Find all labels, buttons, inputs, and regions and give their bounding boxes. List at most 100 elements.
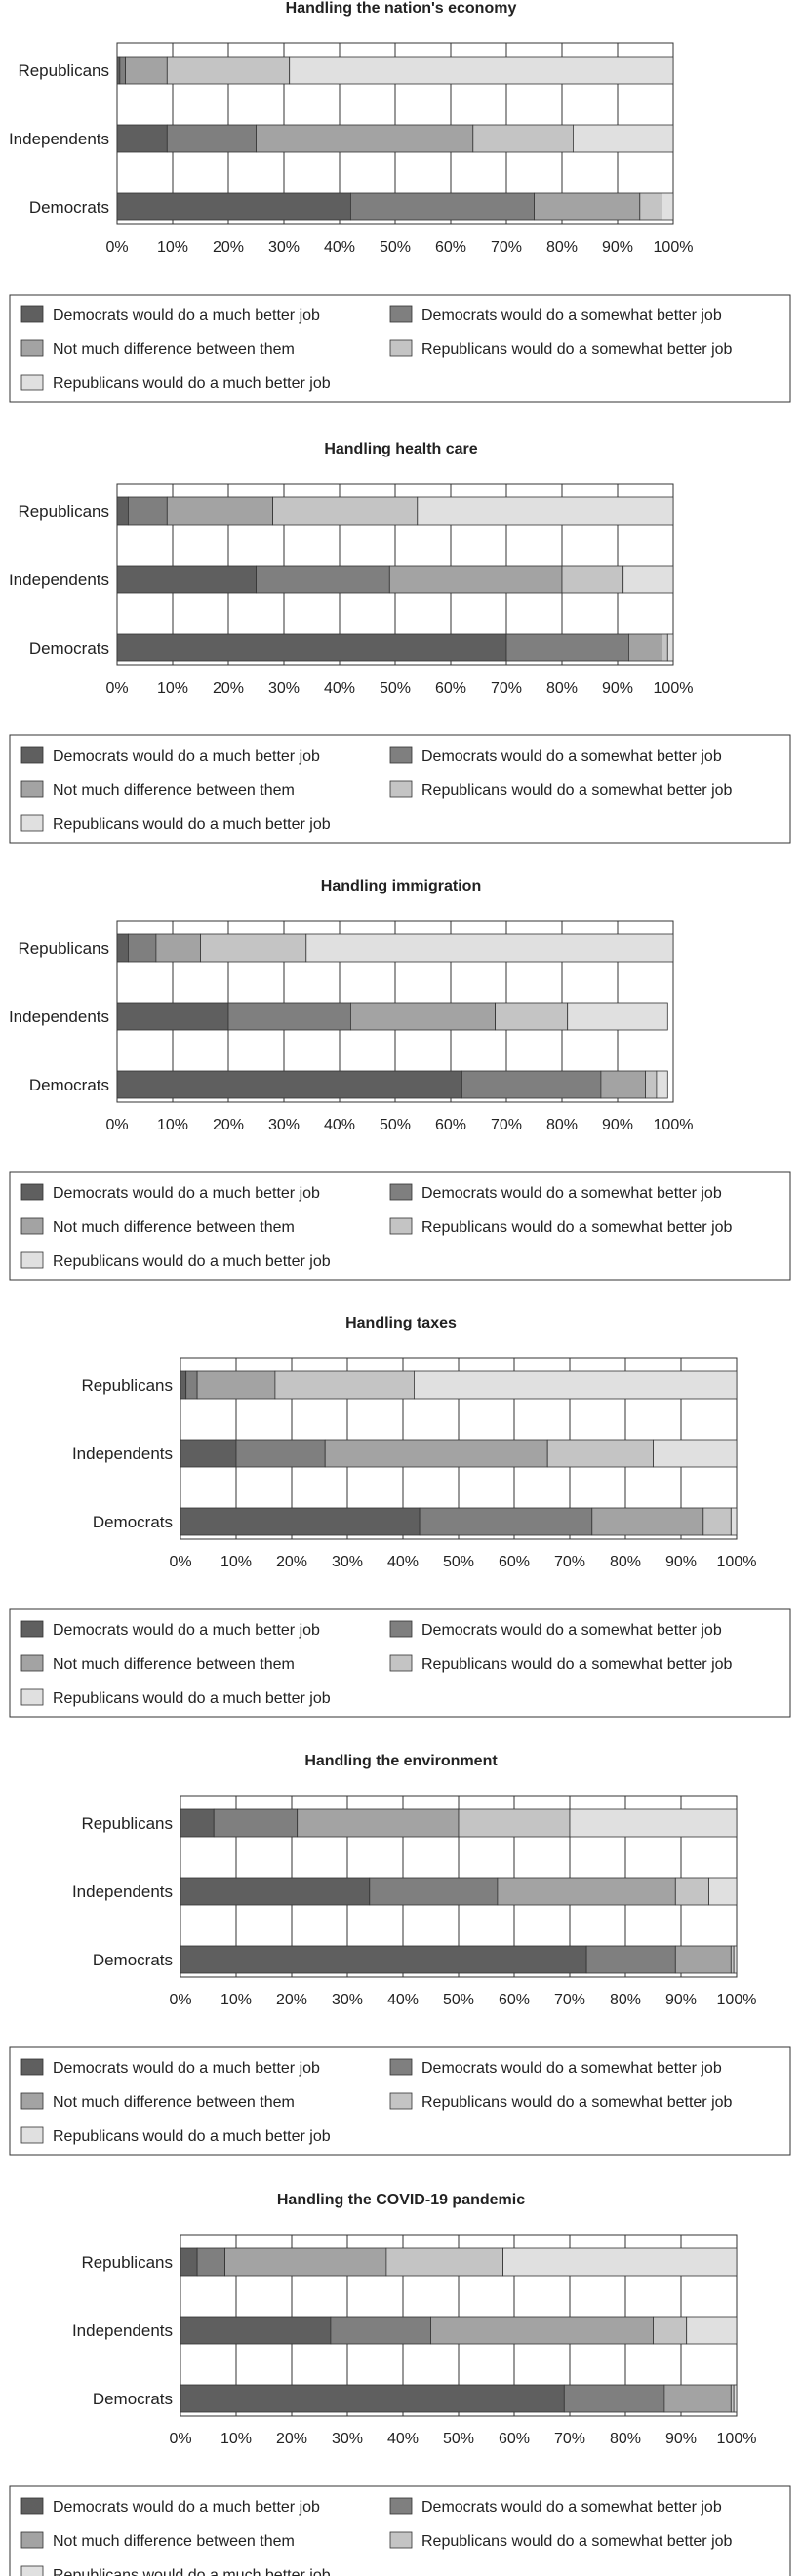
- bar-segment: [116, 933, 129, 963]
- bar-segment: [196, 1370, 276, 1400]
- bar-segment: [305, 933, 674, 963]
- bar-segment: [213, 1808, 299, 1838]
- bar-segment: [119, 56, 126, 85]
- category-label: Republicans: [18, 939, 109, 958]
- bar-segment: [166, 56, 291, 85]
- x-tick-label: 90%: [602, 680, 633, 696]
- bar-segment: [497, 1877, 676, 1906]
- x-tick-label: 40%: [387, 1554, 419, 1570]
- x-tick-label: 80%: [546, 239, 578, 256]
- x-tick-label: 90%: [665, 1554, 697, 1570]
- bar-segment: [324, 1439, 548, 1468]
- x-tick-label: 90%: [602, 1117, 633, 1133]
- legend-swatch: [389, 780, 413, 798]
- bar-segment: [645, 1070, 658, 1099]
- x-tick-label: 30%: [332, 1992, 363, 2008]
- chart-title: Handling the nation's economy: [286, 0, 517, 17]
- legend-label: Republicans would do a much better job: [53, 816, 331, 833]
- bar-segment: [600, 1070, 646, 1099]
- category-label: Republicans: [81, 1376, 173, 1395]
- x-tick-label: 100%: [654, 1117, 694, 1133]
- bar-segment: [702, 1507, 732, 1536]
- bar-segment: [419, 1507, 593, 1536]
- bar-segment: [297, 1808, 460, 1838]
- bar-segment: [116, 633, 507, 662]
- x-tick-label: 0%: [169, 2431, 191, 2447]
- category-label: Democrats: [29, 198, 109, 217]
- bar-segment: [495, 1002, 569, 1031]
- category-label: Democrats: [93, 1951, 173, 1969]
- bar-segment: [628, 633, 663, 662]
- chart-panel: Handling the nation's economy 0% 10% 20% 30%…: [9, 0, 791, 403]
- legend-swatch: [20, 2058, 44, 2076]
- bar-segment: [662, 192, 674, 221]
- bar-segment: [686, 2316, 738, 2345]
- chart-title: Handling the COVID-19 pandemic: [277, 2192, 525, 2208]
- legend-label: Republicans would do a somewhat better j…: [421, 1219, 733, 1236]
- x-tick-label: 60%: [499, 1554, 530, 1570]
- bar-segment: [663, 2384, 732, 2413]
- chart-title: Handling taxes: [345, 1315, 457, 1331]
- bar-segment: [534, 192, 641, 221]
- legend-swatch: [20, 2092, 44, 2110]
- bar-segment: [656, 1070, 668, 1099]
- bar-segment: [272, 496, 419, 526]
- legend-swatch: [20, 374, 44, 391]
- bar-segment: [472, 124, 574, 153]
- bar-segment: [730, 2384, 735, 2413]
- x-tick-label: 60%: [435, 239, 466, 256]
- x-tick-label: 60%: [435, 1117, 466, 1133]
- bar-segment: [274, 1370, 415, 1400]
- bar-segment: [674, 1877, 709, 1906]
- bar-segment: [461, 1070, 602, 1099]
- bar-segment: [653, 2316, 688, 2345]
- x-tick-label: 20%: [213, 1117, 244, 1133]
- bar-segment: [180, 1507, 421, 1536]
- bar-segment: [116, 1070, 462, 1099]
- bar-segment: [116, 124, 168, 153]
- x-tick-label: 0%: [169, 1992, 191, 2008]
- bar-segment: [733, 1945, 738, 1974]
- bar-segment: [256, 124, 474, 153]
- legend-label: Not much difference between them: [53, 2094, 295, 2111]
- x-tick-label: 0%: [105, 1117, 128, 1133]
- bar-segment: [180, 2316, 332, 2345]
- x-tick-label: 80%: [610, 2431, 641, 2447]
- chart-title: Handling the environment: [304, 1753, 498, 1769]
- legend-label: Democrats would do a much better job: [53, 2499, 320, 2516]
- x-tick-label: 70%: [491, 1117, 522, 1133]
- bar-segment: [502, 2247, 738, 2277]
- x-tick-label: 70%: [491, 680, 522, 696]
- bar-segment: [666, 633, 674, 662]
- category-label: Republicans: [18, 61, 109, 80]
- legend-label: Democrats would do a somewhat better job: [421, 2499, 722, 2516]
- legend-swatch: [20, 339, 44, 357]
- x-tick-label: 10%: [221, 1992, 252, 2008]
- legend-label: Democrats would do a somewhat better job: [421, 1185, 722, 1202]
- x-tick-label: 0%: [169, 1554, 191, 1570]
- category-label: Independents: [9, 130, 109, 148]
- chart-panel: Handling immigration 0% 10% 20% 30% 40% 50% 60%…: [9, 878, 791, 1281]
- category-label: Republicans: [81, 1814, 173, 1833]
- legend-swatch: [20, 1688, 44, 1706]
- bar-segment: [180, 1439, 237, 1468]
- bar-segment: [585, 1945, 676, 1974]
- x-tick-label: 100%: [717, 1992, 757, 2008]
- bar-segment: [417, 496, 674, 526]
- category-label: Independents: [72, 2321, 173, 2340]
- category-label: Republicans: [81, 2253, 173, 2272]
- legend-label: Not much difference between them: [53, 782, 295, 799]
- x-tick-label: 30%: [332, 1554, 363, 1570]
- bar-segment: [127, 933, 157, 963]
- legend-label: Republicans would do a much better job: [53, 376, 331, 392]
- category-label: Democrats: [93, 2390, 173, 2408]
- category-label: Independents: [72, 1445, 173, 1463]
- legend-label: Democrats would do a much better job: [53, 1185, 320, 1202]
- legend-swatch: [389, 2058, 413, 2076]
- x-tick-label: 80%: [546, 680, 578, 696]
- bar-segment: [730, 1945, 735, 1974]
- category-label: Independents: [72, 1882, 173, 1901]
- bar-segment: [180, 2384, 565, 2413]
- x-tick-label: 10%: [157, 1117, 188, 1133]
